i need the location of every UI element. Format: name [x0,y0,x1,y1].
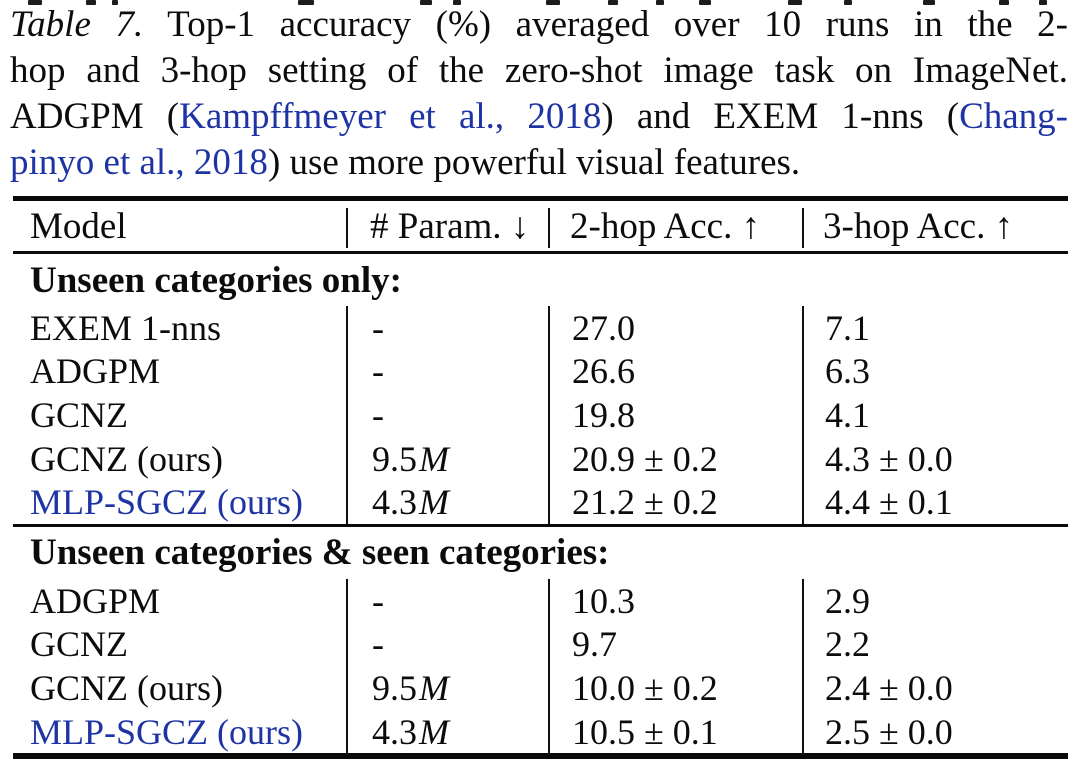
acc-2hop-cell: 26.6 [548,349,802,394]
param-cell: 9.5 M [346,436,548,481]
acc-2hop-cell: 20.9 ± 0.2 [548,436,802,481]
param-unit: M [419,711,449,752]
acc-2hop-cell: 21.2 ± 0.2 [548,480,802,524]
acc-3hop-cell: 2.2 [802,622,1068,667]
acc-2hop-cell: 9.7 [548,622,802,667]
table-row: ADGPM - 26.6 6.3 [13,349,1068,394]
cropped-text-remnant [0,0,1080,7]
table-row: EXEM 1-nns - 27.0 7.1 [13,306,1068,350]
table-row-ours: MLP-SGCZ (ours) 4.3 M 21.2 ± 0.2 4.4 ± 0.… [13,480,1068,524]
caption-text: ) use more powerful visual features. [267,142,801,183]
acc-3hop-cell: 6.3 [802,349,1068,394]
model-cell: GCNZ (ours) [30,438,223,479]
table-row: ADGPM - 10.3 2.9 [13,578,1068,623]
acc-3hop-cell: 2.5 ± 0.0 [802,709,1068,754]
param-value: 4.3 [372,711,417,752]
caption-line-3: ADGPM (Kampffmeyer et al., 2018) and EXE… [10,94,1068,140]
table-row: GCNZ (ours) 9.5 M 10.0 ± 0.2 2.4 ± 0.0 [13,666,1068,710]
section-title-unseen-and-seen: Unseen categories & seen categories: [30,532,610,574]
acc-3hop-cell: 4.4 ± 0.1 [802,480,1068,524]
table-row: GCNZ (ours) 9.5 M 20.9 ± 0.2 4.3 ± 0.0 [13,436,1068,481]
acc-3hop-cell: 4.1 [802,393,1068,437]
param-cell: - [346,622,548,667]
caption-text: ) and EXEM 1-nns ( [601,96,960,137]
table-caption: Table 7. Top-1 accuracy (%) averaged ove… [10,2,1068,186]
param-unit: M [419,667,449,708]
header-model: Model [30,205,127,247]
caption-line-4: pinyo et al., 2018) use more powerful vi… [10,140,1068,186]
table-bottom-rule [13,753,1068,760]
table-top-rule [13,196,1068,201]
param-value: - [372,394,384,435]
param-cell: - [346,349,548,394]
acc-2hop-cell: 19.8 [548,393,802,437]
caption-text: hop and 3-hop setting of the zero-shot i… [10,50,1068,91]
acc-3hop-cell: 2.4 ± 0.0 [802,666,1068,710]
acc-2hop-cell: 10.5 ± 0.1 [548,709,802,754]
caption-label: Table 7. [10,4,144,45]
acc-3hop-cell: 4.3 ± 0.0 [802,436,1068,481]
table-row-ours: MLP-SGCZ (ours) 4.3 M 10.5 ± 0.1 2.5 ± 0.… [13,709,1068,754]
param-cell: - [346,393,548,437]
table-mid-rule [13,251,1068,254]
model-cell: EXEM 1-nns [30,307,221,348]
table-row: GCNZ - 19.8 4.1 [13,393,1068,437]
param-unit: M [419,438,449,479]
param-cell: 4.3 M [346,480,548,524]
header-2hop-acc: 2-hop Acc. ↑ [548,201,802,251]
acc-2hop-cell: 27.0 [548,306,802,350]
model-cell: ADGPM [30,580,161,621]
table-header-row: Model # Param. ↓ 2-hop Acc. ↑ 3-hop Acc.… [13,201,1068,251]
model-cell: MLP-SGCZ (ours) [30,711,304,752]
param-value: - [372,580,384,621]
model-cell: MLP-SGCZ (ours) [30,482,304,523]
acc-3hop-cell: 7.1 [802,306,1068,350]
param-value: 4.3 [372,482,417,523]
header-3hop-acc: 3-hop Acc. ↑ [802,201,1068,251]
caption-line-2: hop and 3-hop setting of the zero-shot i… [10,48,1068,94]
caption-text: Top-1 accuracy (%) averaged over 10 runs… [167,4,1068,45]
model-cell: GCNZ [30,394,128,435]
results-table: Model # Param. ↓ 2-hop Acc. ↑ 3-hop Acc.… [13,196,1068,760]
param-cell: 9.5 M [346,666,548,710]
param-value: - [372,351,384,392]
section-title-unseen-only: Unseen categories only: [30,259,402,301]
caption-text: ADGPM ( [10,96,180,137]
table-row: GCNZ - 9.7 2.2 [13,622,1068,667]
param-cell: 4.3 M [346,709,548,754]
caption-line-1: Table 7. Top-1 accuracy (%) averaged ove… [10,2,1068,48]
header-params: # Param. ↓ [346,201,548,251]
acc-2hop-cell: 10.3 [548,578,802,623]
param-cell: - [346,578,548,623]
param-value: - [372,624,384,665]
citation-link-kampffmeyer[interactable]: Kampffmeyer et al., 2018 [179,96,602,137]
model-cell: ADGPM [30,351,161,392]
acc-2hop-cell: 10.0 ± 0.2 [548,666,802,710]
table-section-rule [13,523,1068,527]
acc-3hop-cell: 2.9 [802,578,1068,623]
citation-link-changpinyo-end[interactable]: pinyo et al., 2018 [10,142,268,183]
citation-link-changpinyo-start[interactable]: Chang- [959,96,1068,137]
param-unit: M [419,482,449,523]
param-value: - [372,307,384,348]
model-cell: GCNZ [30,624,128,665]
model-cell: GCNZ (ours) [30,667,223,708]
param-value: 9.5 [372,438,417,479]
param-value: 9.5 [372,667,417,708]
param-cell: - [346,306,548,350]
